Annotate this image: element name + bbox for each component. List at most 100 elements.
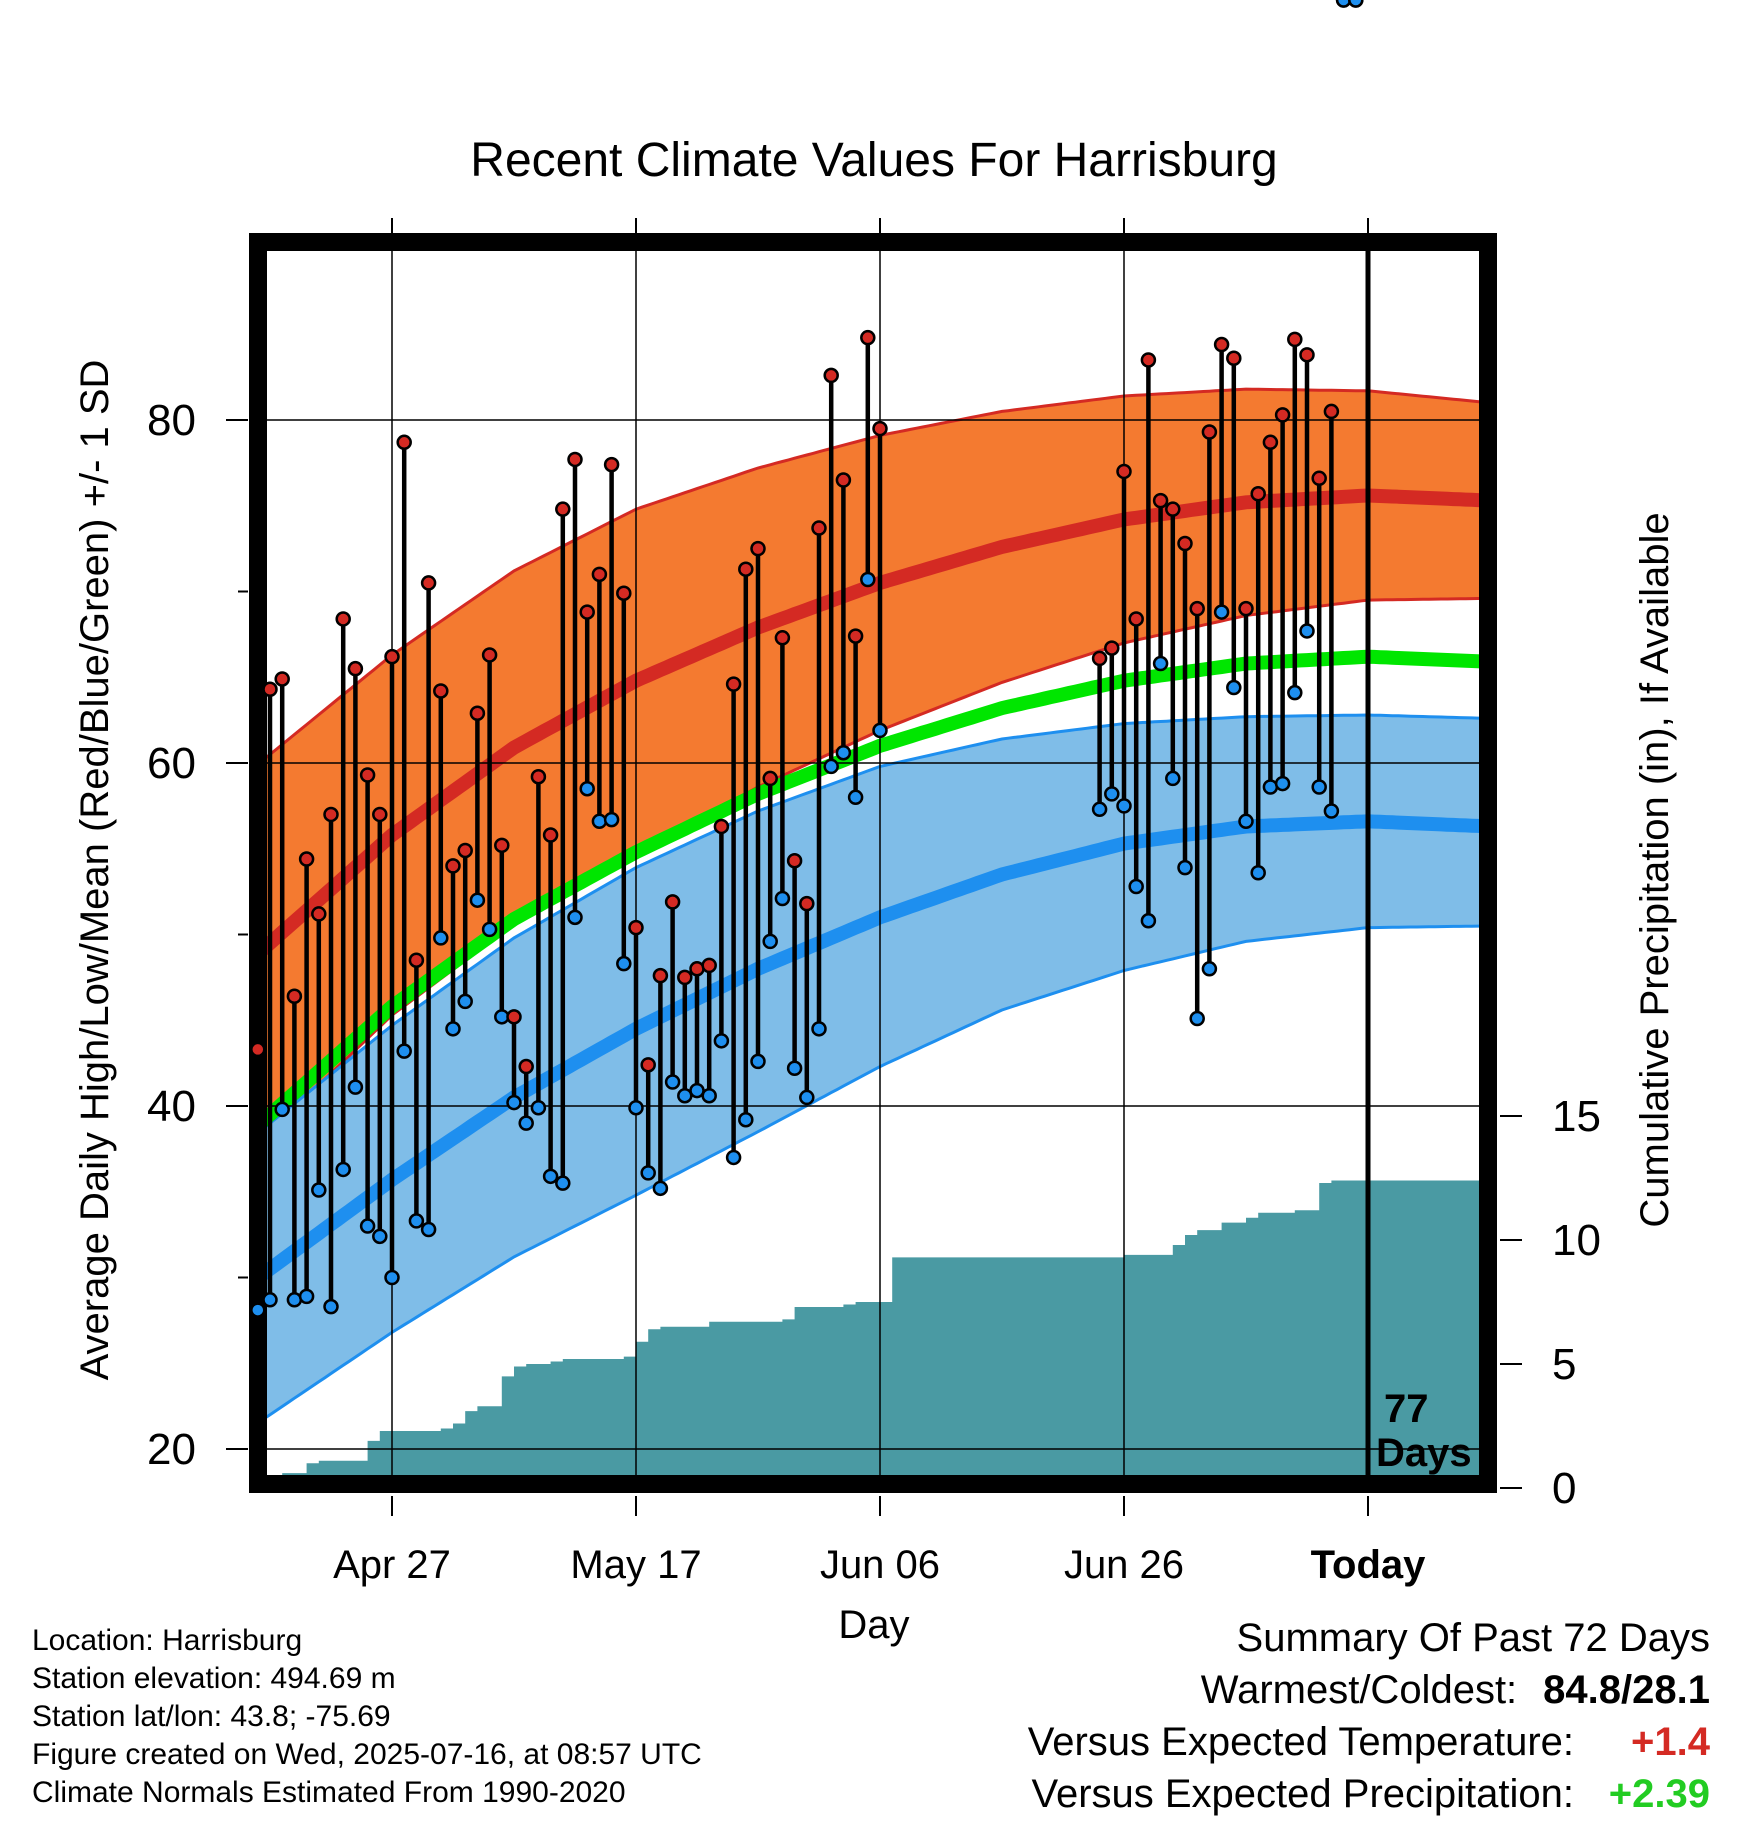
chart-title: Recent Climate Values For Harrisburg <box>470 134 1277 187</box>
daily-low-point <box>664 1074 681 1090</box>
daily-high-point <box>542 827 559 843</box>
daily-low-point <box>1335 0 1352 8</box>
daily-high-point <box>616 585 632 601</box>
station-info: Location: Harrisburg Station elevation: … <box>32 1622 702 1812</box>
daily-low-point <box>811 1021 827 1037</box>
daily-high-point <box>750 540 766 557</box>
daily-high-point <box>1152 492 1169 509</box>
daily-low-point <box>1287 684 1303 701</box>
daily-high-point <box>1323 403 1340 420</box>
x-tick-label: Jun 26 <box>1064 1543 1184 1587</box>
daily-high-point <box>591 566 608 583</box>
y-axis-label: Average Daily High/Low/Mean (Red/Blue/Gr… <box>73 360 117 1381</box>
x-tick-label: May 17 <box>570 1543 701 1587</box>
daily-high-point <box>1299 347 1315 363</box>
daily-low-point <box>1323 803 1340 819</box>
daily-low-point <box>1104 786 1120 802</box>
daily-high-point <box>701 957 717 974</box>
daily-low-point <box>408 1213 425 1229</box>
temp-label: Versus Expected Temperature: <box>1027 1720 1574 1764</box>
daily-low-point <box>591 813 608 830</box>
daily-low-point <box>445 1021 461 1037</box>
y-tick-label: 20 <box>147 1425 196 1474</box>
daily-high-point <box>347 660 364 677</box>
y-tick-label: 80 <box>147 396 196 445</box>
warm-cold-label: Warmest/Coldest: <box>1200 1668 1518 1712</box>
daily-high-point <box>408 952 425 968</box>
daily-low-point <box>518 1115 534 1131</box>
daily-high-point <box>469 705 486 722</box>
high-sd-band <box>262 389 1484 1140</box>
daily-low-point <box>1348 0 1364 8</box>
daily-high-point <box>1177 535 1193 552</box>
daily-low-point <box>774 890 791 907</box>
daily-low-point <box>1152 655 1169 672</box>
daily-low-point <box>420 1221 437 1238</box>
daily-low-point <box>396 1043 412 1059</box>
daily-low-point <box>640 1165 656 1181</box>
y2-tick-label: 10 <box>1552 1216 1601 1265</box>
daily-high-point <box>494 837 510 854</box>
daily-low-point <box>262 1292 278 1308</box>
y2-axis-label: Cumulative Precipitation (in), If Availa… <box>1633 512 1677 1227</box>
daily-high-point <box>274 671 290 687</box>
daily-high-point <box>640 1057 656 1073</box>
daily-high-point <box>774 630 791 646</box>
daily-high-point <box>1116 463 1132 480</box>
daily-low-point <box>359 1218 376 1234</box>
daily-high-point <box>384 648 400 665</box>
daily-high-point <box>530 768 547 785</box>
today-days-count: 77 <box>1384 1387 1429 1431</box>
daily-low-point <box>1201 961 1218 977</box>
daily-high-point <box>835 472 852 488</box>
daily-low-point <box>847 789 864 806</box>
daily-low-point <box>616 955 632 972</box>
daily-low-point <box>823 758 839 775</box>
daily-low-point <box>603 811 620 828</box>
latlon-text: Station lat/lon: 43.8; -75.69 <box>32 1700 391 1733</box>
daily-low-point <box>762 933 778 950</box>
y2-tick-label: 0 <box>1552 1464 1576 1513</box>
daily-high-point <box>725 676 742 692</box>
daily-low-point <box>1274 775 1291 792</box>
summary-precip: Versus Expected Precipitation: +2.39 <box>1028 1768 1710 1820</box>
daily-high-point <box>1311 470 1327 487</box>
y-tick-label: 40 <box>147 1082 196 1131</box>
y2-tick-label: 5 <box>1552 1340 1576 1389</box>
daily-high-point <box>1250 485 1266 502</box>
daily-low-point <box>347 1079 364 1095</box>
warm-cold-value: 84.8/28.1 <box>1543 1668 1710 1712</box>
daily-high-point <box>555 501 571 517</box>
daily-low-point <box>1238 813 1254 830</box>
daily-high-point <box>1262 434 1279 451</box>
daily-high-point <box>1104 640 1120 656</box>
daily-low-point <box>469 892 486 908</box>
precip-label: Versus Expected Precipitation: <box>1031 1772 1574 1816</box>
daily-high-point <box>335 611 351 627</box>
daily-low-point <box>384 1269 400 1286</box>
daily-low-point <box>1213 604 1230 620</box>
daily-high-point <box>567 451 583 468</box>
daily-low-point <box>786 1060 803 1077</box>
daily-low-point <box>1250 865 1266 881</box>
normals-text: Climate Normals Estimated From 1990-2020 <box>32 1776 626 1809</box>
daily-high-point <box>1213 336 1230 353</box>
daily-high-point <box>786 853 803 869</box>
daily-low-point <box>481 921 498 938</box>
daily-low-point <box>298 1288 315 1305</box>
daily-high-point <box>396 434 412 451</box>
daily-low-point <box>652 1180 669 1197</box>
daily-low-point <box>713 1033 730 1049</box>
summary-panel: Summary Of Past 72 Days Warmest/Coldest:… <box>1028 1612 1710 1820</box>
daily-low-point <box>1091 801 1108 818</box>
daily-high-point <box>262 681 278 698</box>
daily-high-point <box>652 967 669 984</box>
daily-low-point <box>457 993 473 1010</box>
daily-low-point <box>323 1298 339 1315</box>
daily-low-point <box>860 571 876 588</box>
daily-high-point <box>323 806 339 823</box>
daily-low-point <box>701 1087 717 1104</box>
daily-high-point <box>372 806 388 823</box>
y-tick-label: 60 <box>147 739 196 788</box>
